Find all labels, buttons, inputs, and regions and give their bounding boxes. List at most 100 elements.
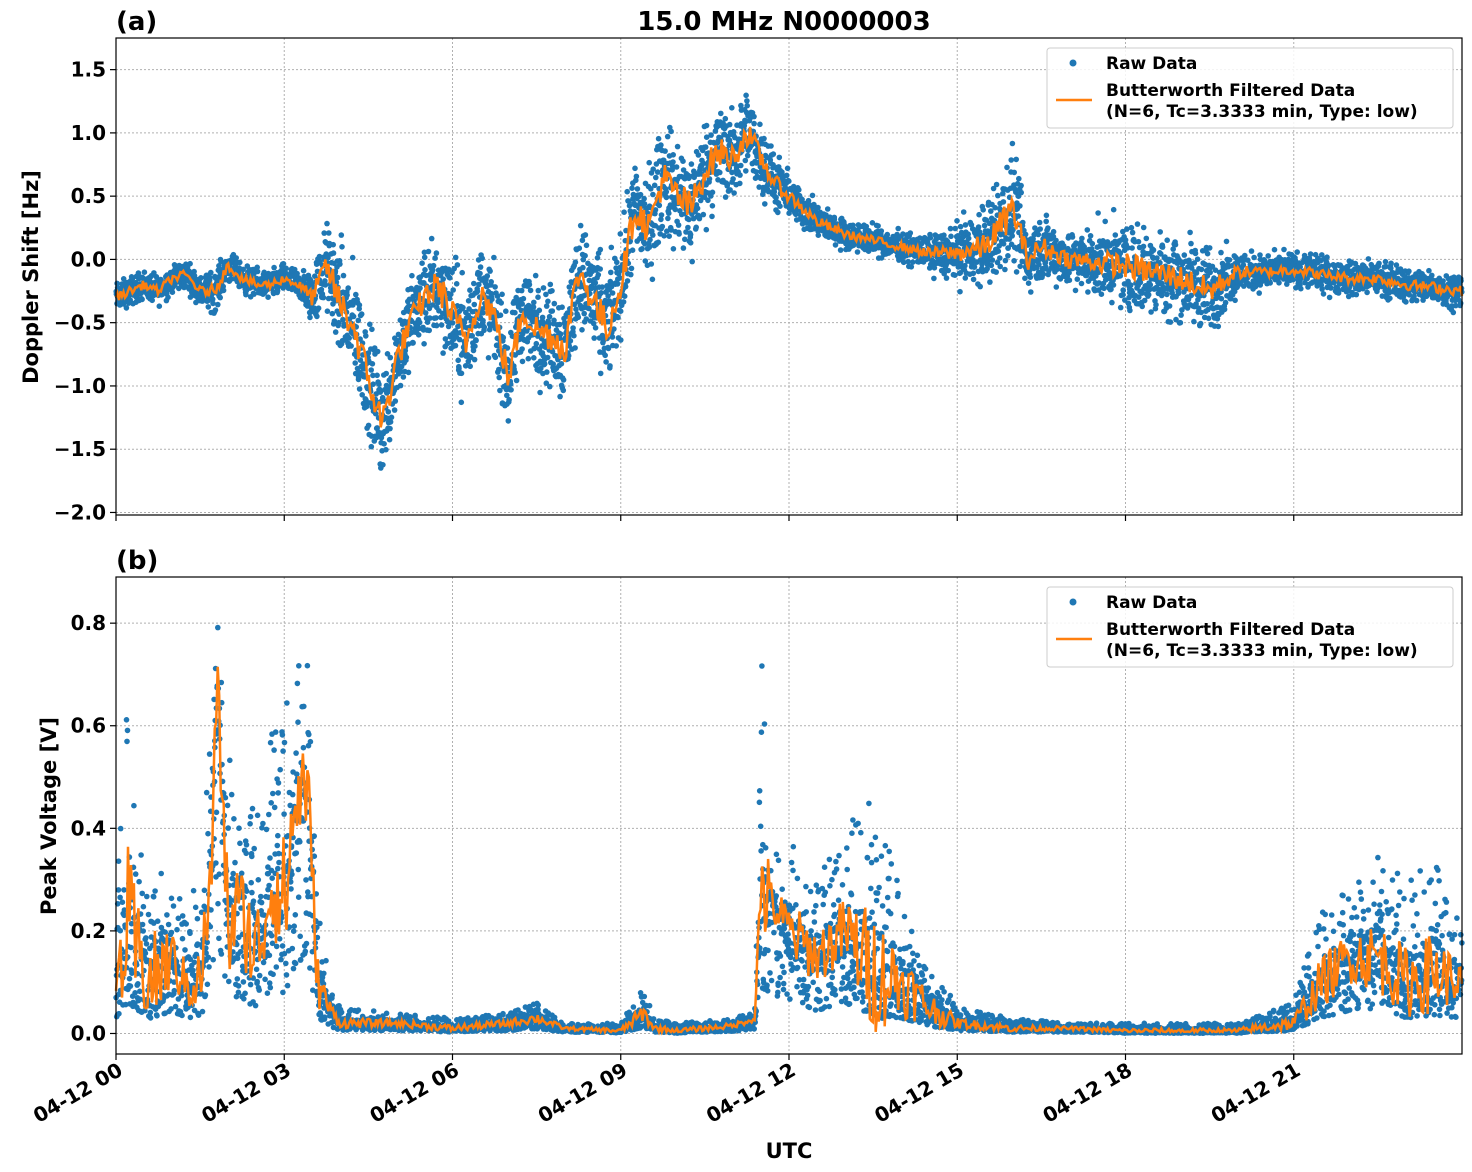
panel-a-raw-point: [467, 287, 473, 294]
panel-a-raw-point: [1298, 285, 1304, 292]
panel-a-raw-point: [695, 152, 702, 158]
panel-a-raw-point: [123, 305, 130, 311]
panel-a-raw-point: [614, 259, 620, 266]
panel-a-raw-point: [1089, 240, 1096, 247]
panel-a-raw-point: [381, 441, 387, 447]
panel-a-raw-point: [557, 393, 563, 400]
panel-a-raw-point: [503, 308, 509, 315]
panel-a-raw-point: [622, 283, 629, 290]
panel-a-raw-point: [1204, 301, 1210, 307]
panel-a-raw-point: [1016, 175, 1022, 182]
panel-a-raw-point: [770, 151, 777, 157]
panel-a-raw-point: [784, 165, 791, 172]
panel-a-raw-point: [944, 260, 950, 267]
panel-a-raw-point: [557, 331, 564, 337]
panel-a-raw-point: [526, 281, 533, 288]
panel-a-raw-point: [428, 235, 435, 242]
panel-a-raw-point: [400, 374, 407, 380]
panel-a-raw-point: [997, 255, 1003, 261]
panel-a-raw-point: [1002, 257, 1009, 264]
panel-a-raw-point: [952, 225, 958, 232]
panel-a-raw-point: [1147, 282, 1154, 288]
panel-a-raw-point: [1226, 257, 1233, 263]
panel-a-raw-point: [954, 218, 960, 224]
panel-a-raw-point: [943, 275, 950, 281]
panel-a-raw-point: [537, 389, 543, 396]
panel-a-raw-point: [205, 297, 212, 304]
panel-a-raw-point: [662, 148, 668, 154]
panel-a-raw-point: [721, 158, 727, 165]
panel-a-raw-point: [540, 285, 547, 291]
panel-a-raw-point: [1276, 280, 1282, 286]
panel-a-raw-point: [1223, 238, 1230, 245]
panel-a-raw-point: [909, 259, 916, 266]
panel-a-raw-point: [1017, 263, 1023, 270]
panel-a-raw-point: [1011, 258, 1017, 264]
panel-a-raw-point: [531, 355, 537, 361]
panel-a-raw-point: [209, 296, 216, 303]
panel-a-raw-point: [477, 264, 484, 270]
panel-a-raw-point: [1095, 210, 1101, 216]
panel-a-raw-point: [786, 178, 792, 184]
panel-a-raw-point: [796, 187, 802, 193]
panel-a-raw-point: [406, 303, 412, 309]
panel-a-raw-point: [156, 303, 163, 310]
panel-a-raw-point: [762, 201, 768, 207]
panel-a-raw-point: [742, 157, 749, 164]
panel-a-raw-point: [169, 289, 176, 296]
panel-a-raw-point: [240, 266, 246, 273]
panel-a-raw-point: [480, 317, 486, 324]
panel-a-raw-point: [776, 154, 783, 161]
panel-a-raw-point: [291, 266, 298, 273]
panel-a-raw-point: [722, 194, 729, 200]
panel-a-raw-point: [447, 275, 453, 281]
panel-a-raw-point: [1159, 244, 1166, 250]
panel-a-raw-point: [670, 246, 677, 252]
panel-a-raw-point: [421, 341, 427, 347]
panel-a-raw-point: [251, 291, 257, 297]
panel-a-raw-point: [452, 254, 459, 261]
panel-a-raw-point: [454, 262, 461, 268]
panel-a-raw-point: [597, 266, 603, 272]
panel-a-raw-point: [496, 374, 503, 381]
panel-a-raw-point: [535, 294, 541, 301]
panel-a-raw-point: [666, 233, 672, 239]
panel-a-raw-point: [459, 269, 466, 276]
panel-a-raw-point: [1256, 290, 1262, 296]
panel-a-raw-point: [646, 159, 652, 166]
panel-a-raw-point: [1037, 226, 1043, 232]
panel-a-raw-point: [666, 210, 672, 216]
panel-a-raw-point: [976, 211, 982, 218]
panel-a-grid: [115, 38, 1462, 515]
panel-a-raw-point: [198, 275, 204, 281]
panel-a-raw-point: [687, 231, 694, 238]
panel-a-raw-point: [391, 407, 398, 413]
panel-a-raw-point: [498, 300, 505, 306]
panel-a-raw-point: [1388, 260, 1394, 267]
panel-a-raw-point: [545, 298, 551, 305]
panel-a-raw-point: [1101, 285, 1107, 292]
panel-a-raw-point: [369, 361, 376, 367]
panel-a-raw-point: [387, 354, 394, 361]
panel-a-raw-point: [1324, 254, 1330, 260]
panel-a-raw-point: [670, 159, 676, 165]
panel-a-raw-point: [832, 242, 839, 248]
panel-a-raw-point: [368, 367, 375, 373]
panel-a-raw-point: [560, 377, 567, 383]
panel-a-raw-point: [1222, 299, 1229, 306]
panel-a-raw-point: [497, 312, 504, 319]
panel-a-raw-point: [315, 305, 322, 312]
panel-a-raw-point: [491, 254, 497, 261]
panel-a-raw-point: [576, 245, 583, 251]
panel-a-raw-point: [433, 322, 440, 329]
panel-a-raw-point: [1053, 284, 1060, 290]
panel-a-raw-point: [615, 314, 621, 321]
panel-a-raw-point: [993, 181, 1000, 188]
panel-a-raw-point: [334, 274, 341, 281]
panel-a-raw-point: [1069, 234, 1076, 240]
panel-a-raw-point: [717, 169, 723, 176]
panel-a-raw-point: [570, 325, 576, 331]
panel-a-raw-point: [1117, 304, 1124, 311]
panel-a-raw-point: [837, 247, 844, 253]
panel-a-raw-point: [1000, 241, 1007, 247]
